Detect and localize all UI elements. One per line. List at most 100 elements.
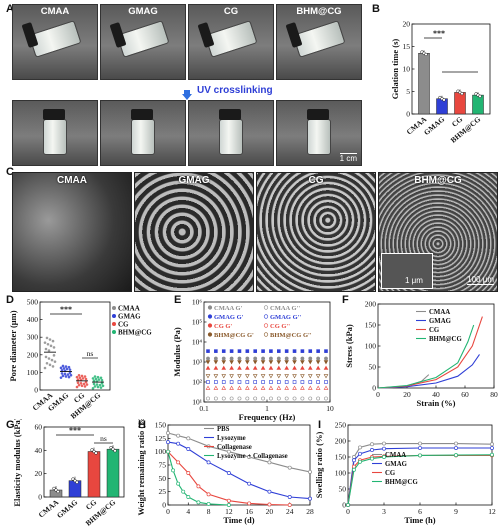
legend-label: BHM@CG G'' <box>270 332 312 339</box>
data-point <box>96 375 100 379</box>
data-point <box>268 385 274 390</box>
data-point <box>260 360 266 365</box>
x-axis-label: Time (d) <box>223 515 254 525</box>
data-point <box>176 460 181 465</box>
data-point <box>79 382 83 385</box>
data-point <box>316 356 321 361</box>
data-point <box>316 396 321 401</box>
data-point <box>324 396 328 401</box>
data-point <box>213 385 219 390</box>
data-point <box>166 440 170 445</box>
vial-shape <box>219 119 243 155</box>
data-point <box>352 467 356 472</box>
series-line <box>377 324 475 389</box>
legend-marker <box>112 330 116 334</box>
data-point <box>252 365 258 370</box>
data-point <box>213 374 219 379</box>
chart-h-weight-remaining: 0 25 50 75 100 125 150 0 4 8 12 16 20 24 28 Time (d) Wei… <box>136 419 314 525</box>
data-point <box>252 374 258 379</box>
data-point <box>82 382 86 386</box>
legend-marker <box>207 332 213 337</box>
y-tick-label: 200 <box>365 300 377 309</box>
data-point <box>268 360 274 365</box>
data-point <box>292 365 297 370</box>
x-tick-label: 20 <box>403 390 411 399</box>
data-point <box>300 380 305 384</box>
legend-marker <box>112 306 116 310</box>
data-point <box>245 385 250 390</box>
sem-inset <box>381 253 433 289</box>
legend-label: GMAG <box>429 318 452 325</box>
y-axis-label: Elasticity modulus (kPa) <box>12 419 22 507</box>
data-point <box>315 385 321 390</box>
y-tick-label: 10³ <box>192 358 203 367</box>
data-point <box>206 501 211 506</box>
data-point <box>66 373 70 376</box>
legend-label: CMAA G'' <box>270 305 300 312</box>
data-point <box>47 357 51 360</box>
data-point <box>308 380 313 384</box>
data-point <box>81 377 85 380</box>
data-point <box>300 385 305 390</box>
data-point <box>75 385 79 389</box>
significance-label: *** <box>433 29 445 38</box>
data-point <box>226 449 231 454</box>
data-point <box>324 380 328 384</box>
data-point <box>237 396 242 401</box>
data-point <box>226 498 231 503</box>
y-tick-label: 50 <box>369 363 377 372</box>
y-tick-label: 50 <box>159 474 167 483</box>
legend-marker <box>263 323 269 328</box>
data-point <box>307 365 313 370</box>
data-point <box>51 365 55 368</box>
y-tick-label: 10² <box>192 378 203 387</box>
data-point <box>77 374 81 377</box>
legend-label: Collagenase <box>217 444 252 451</box>
data-point <box>213 365 219 370</box>
x-tick-label: 4 <box>186 507 190 516</box>
data-point <box>186 436 191 441</box>
y-tick-label: 200 <box>27 350 39 359</box>
data-point <box>454 453 458 458</box>
data-point <box>253 349 257 353</box>
y-tick-label: 100 <box>335 469 347 478</box>
data-point <box>247 501 252 506</box>
data-point <box>358 451 362 456</box>
sem-image: CG <box>256 172 376 292</box>
legend-marker <box>263 314 269 319</box>
legend-label: BHM@CG <box>385 479 418 486</box>
data-point <box>93 385 97 388</box>
data-point <box>308 349 313 353</box>
uv-crosslinking-label: UV crosslinking <box>197 85 273 96</box>
x-tick-label: 12 <box>488 507 496 516</box>
data-point <box>292 360 297 365</box>
bar <box>454 92 466 115</box>
data-point <box>59 366 63 370</box>
data-point <box>186 495 191 499</box>
data-point <box>316 380 320 384</box>
y-axis-label: Swelling ratio (%) <box>314 432 324 499</box>
y-axis-label: Modulus (Pa) <box>172 327 182 377</box>
data-point <box>261 356 265 361</box>
y-tick-label: 0 <box>406 110 410 119</box>
legend-marker <box>207 314 213 319</box>
y-tick-label: 100 <box>155 447 167 456</box>
y-tick-label: 10⁶ <box>192 298 203 307</box>
data-point <box>67 365 71 369</box>
x-axis-label: Frequency (Hz) <box>239 412 296 422</box>
data-point <box>61 364 65 368</box>
down-arrow-icon <box>182 90 192 100</box>
data-point <box>245 365 250 370</box>
vial-cap <box>219 109 241 120</box>
data-point <box>237 374 242 379</box>
data-point <box>478 94 482 98</box>
sample-label: CG <box>308 175 324 186</box>
data-point <box>91 386 95 390</box>
data-point <box>352 455 356 459</box>
x-tick-label: 0 <box>376 390 380 399</box>
data-point <box>323 365 329 370</box>
data-point <box>284 349 289 353</box>
legend-label: BHM@CG <box>429 336 462 343</box>
